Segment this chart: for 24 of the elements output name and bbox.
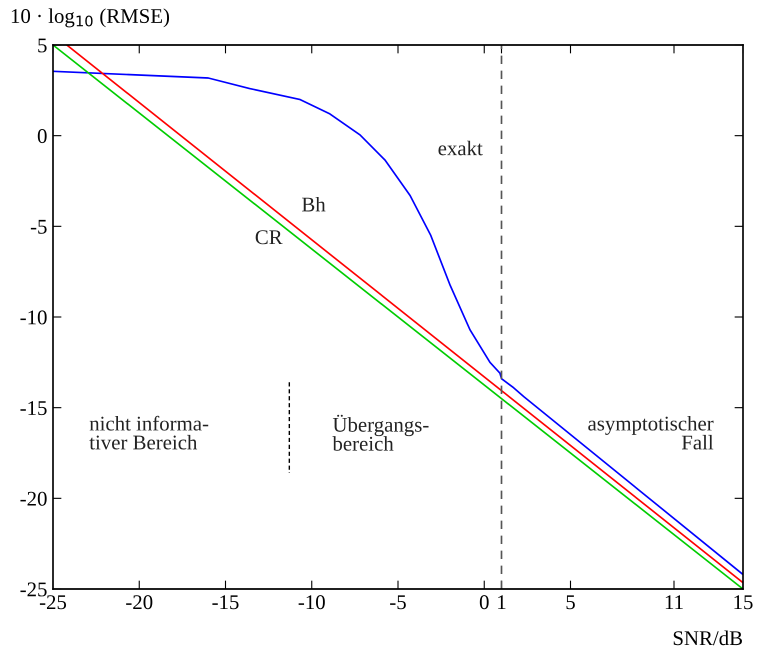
x-tick-label: 5 <box>566 595 575 610</box>
y-tick-label: -10 <box>20 310 47 324</box>
x-tick-label: 15 <box>734 595 753 610</box>
y-tick-label: -20 <box>20 492 47 506</box>
y-axis-title: 10 · log$_{10}$ (RMSE) <box>12 8 170 28</box>
x-tick-label: 0 <box>480 595 489 610</box>
series-label: CR <box>256 230 283 244</box>
x-tick-label: -10 <box>298 595 325 610</box>
y-tick-label: -25 <box>20 582 47 596</box>
x-axis-title: SNR/dB <box>674 630 742 646</box>
text: exakt <box>438 140 483 156</box>
x-tick-label: -15 <box>212 595 239 610</box>
y-tick-label: -15 <box>20 401 47 416</box>
y-tick-label: -5 <box>30 220 47 234</box>
x-tick-label: -5 <box>390 595 406 610</box>
series-label: Bh <box>302 196 326 212</box>
annotation: asymptotischer Fall <box>588 416 714 450</box>
annotation: nicht informa- tiver Bereich <box>89 416 208 450</box>
y-tick-label: 5 <box>38 38 47 52</box>
x-tick-label: -20 <box>126 595 152 610</box>
x-tick-label: 11 <box>666 595 683 610</box>
y-tick-label: 0 <box>38 129 47 144</box>
annotation: Übergangs- bereich <box>332 414 429 451</box>
x-tick-label: 1 <box>498 595 506 610</box>
